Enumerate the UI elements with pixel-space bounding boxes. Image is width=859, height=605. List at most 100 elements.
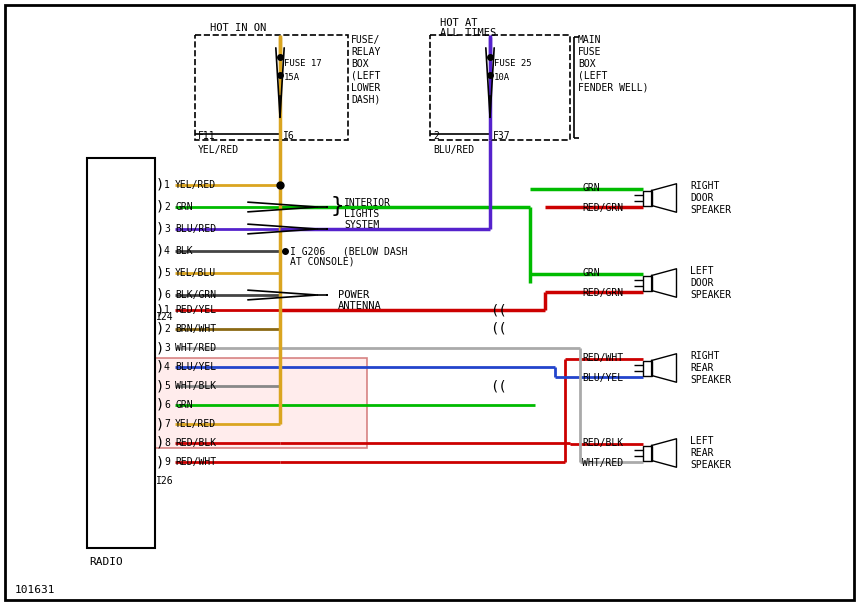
Text: }: } — [331, 196, 344, 216]
Text: BLK: BLK — [175, 246, 192, 256]
Text: ): ) — [156, 379, 164, 393]
Text: LOWER: LOWER — [351, 83, 381, 93]
Text: F37: F37 — [493, 131, 510, 141]
Text: ): ) — [156, 266, 164, 280]
Text: YEL/BLU: YEL/BLU — [175, 268, 216, 278]
Text: RED/GRN: RED/GRN — [582, 203, 624, 213]
Bar — [195, 35, 348, 140]
Text: WHT/RED: WHT/RED — [175, 343, 216, 353]
Text: I6: I6 — [283, 131, 295, 141]
Text: BLU/YEL: BLU/YEL — [175, 362, 216, 372]
Polygon shape — [652, 354, 677, 382]
Bar — [643, 275, 652, 290]
Text: LEFT
DOOR
SPEAKER: LEFT DOOR SPEAKER — [690, 266, 731, 299]
Text: POWER: POWER — [338, 290, 369, 300]
Text: ): ) — [156, 178, 164, 192]
Text: YEL/RED: YEL/RED — [175, 180, 216, 190]
Text: 2: 2 — [433, 131, 439, 141]
Text: MAIN: MAIN — [578, 35, 601, 45]
Text: RED/GRN: RED/GRN — [582, 288, 624, 298]
Text: YEL/RED: YEL/RED — [175, 419, 216, 429]
Text: ): ) — [156, 417, 164, 431]
Text: SYSTEM: SYSTEM — [344, 220, 380, 230]
Text: ((: (( — [490, 322, 507, 336]
Text: HOT AT: HOT AT — [440, 18, 478, 28]
Text: FENDER WELL): FENDER WELL) — [578, 83, 649, 93]
Text: ): ) — [156, 455, 164, 469]
Polygon shape — [652, 269, 677, 297]
Text: 101631: 101631 — [15, 585, 56, 595]
Text: 10A: 10A — [494, 73, 510, 82]
Text: WHT/BLK: WHT/BLK — [175, 381, 216, 391]
Text: (LEFT: (LEFT — [351, 71, 381, 81]
Text: 7: 7 — [164, 419, 170, 429]
Text: ): ) — [156, 436, 164, 450]
Bar — [87, 158, 155, 548]
Text: 4: 4 — [164, 362, 170, 372]
Text: 3: 3 — [164, 343, 170, 353]
Text: RADIO: RADIO — [89, 557, 123, 567]
Text: 6: 6 — [164, 400, 170, 410]
Text: ): ) — [156, 288, 164, 302]
Text: ): ) — [156, 360, 164, 374]
Text: (LEFT: (LEFT — [578, 71, 607, 81]
Text: LIGHTS: LIGHTS — [344, 209, 380, 219]
Text: ((: (( — [490, 303, 507, 317]
Text: ): ) — [156, 222, 164, 236]
Text: GRN: GRN — [582, 183, 600, 193]
Text: GRN: GRN — [175, 400, 192, 410]
Text: RIGHT
REAR
SPEAKER: RIGHT REAR SPEAKER — [690, 352, 731, 385]
Text: BRN/WHT: BRN/WHT — [175, 324, 216, 334]
Text: I26: I26 — [156, 476, 174, 486]
Text: RED/BLK: RED/BLK — [582, 438, 624, 448]
Text: ): ) — [156, 200, 164, 214]
Text: RELAY: RELAY — [351, 47, 381, 57]
Text: 9: 9 — [164, 457, 170, 467]
Text: ALL TIMES: ALL TIMES — [440, 28, 497, 38]
Text: 5: 5 — [164, 268, 170, 278]
Text: FUSE 25: FUSE 25 — [494, 59, 532, 68]
Text: 1: 1 — [164, 305, 170, 315]
Text: FUSE: FUSE — [578, 47, 601, 57]
Text: DASH): DASH) — [351, 95, 381, 105]
Text: BLK/GRN: BLK/GRN — [175, 290, 216, 300]
Text: BLU/RED: BLU/RED — [175, 224, 216, 234]
Text: WHT/RED: WHT/RED — [582, 458, 624, 468]
Text: 6: 6 — [164, 290, 170, 300]
Text: 1: 1 — [164, 180, 170, 190]
Text: RED/YEL: RED/YEL — [175, 305, 216, 315]
Text: ): ) — [156, 244, 164, 258]
Bar — [643, 445, 652, 460]
Bar — [643, 191, 652, 206]
Text: AT CONSOLE): AT CONSOLE) — [290, 257, 355, 267]
Text: FUSE/: FUSE/ — [351, 35, 381, 45]
Text: ): ) — [156, 322, 164, 336]
Text: F11: F11 — [198, 131, 216, 141]
Text: YEL/RED: YEL/RED — [198, 145, 239, 155]
Text: RED/WHT: RED/WHT — [175, 457, 216, 467]
Text: BOX: BOX — [578, 59, 595, 69]
Polygon shape — [652, 184, 677, 212]
Text: GRN: GRN — [582, 268, 600, 278]
Text: ): ) — [156, 341, 164, 355]
Text: 3: 3 — [164, 224, 170, 234]
Text: RIGHT
DOOR
SPEAKER: RIGHT DOOR SPEAKER — [690, 182, 731, 215]
Text: ANTENNA: ANTENNA — [338, 301, 381, 311]
Text: 2: 2 — [164, 324, 170, 334]
Text: I G206   (BELOW DASH: I G206 (BELOW DASH — [290, 246, 407, 256]
Text: ): ) — [156, 398, 164, 412]
Text: INTERIOR: INTERIOR — [344, 198, 391, 208]
Text: RED/BLK: RED/BLK — [175, 438, 216, 448]
Text: BLU/RED: BLU/RED — [433, 145, 474, 155]
Text: BOX: BOX — [351, 59, 369, 69]
Text: RED/WHT: RED/WHT — [582, 353, 624, 363]
Polygon shape — [652, 439, 677, 467]
Text: BLU/YEL: BLU/YEL — [582, 373, 624, 383]
Text: 2: 2 — [164, 202, 170, 212]
Text: ): ) — [156, 303, 164, 317]
Text: 15A: 15A — [284, 73, 300, 82]
Text: GRN: GRN — [175, 202, 192, 212]
Text: FUSE 17: FUSE 17 — [284, 59, 321, 68]
Text: I24: I24 — [156, 312, 174, 322]
Bar — [430, 35, 570, 140]
